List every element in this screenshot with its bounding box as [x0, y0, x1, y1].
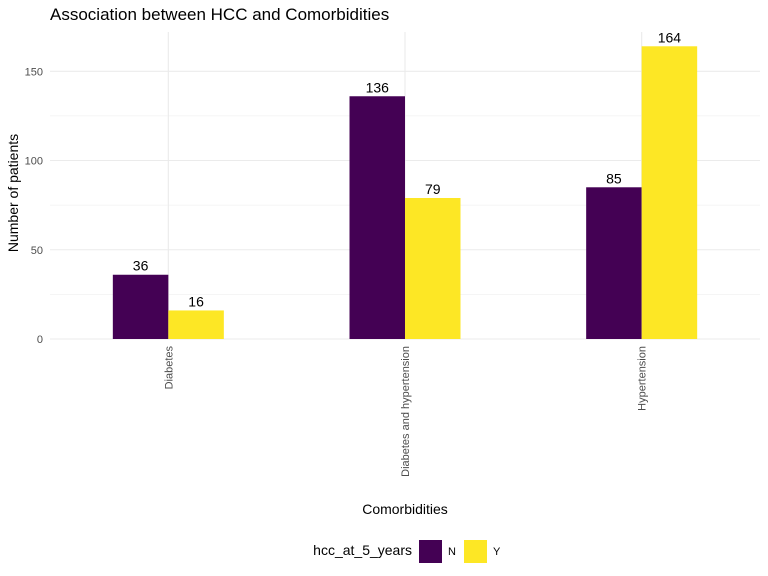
- plot-area: 0 50 100 150 36 136 85 16 79 164 Diabetes Diabetes …: [25, 29, 760, 477]
- legend-title: hcc_at_5_years: [313, 542, 412, 558]
- legend-label: Y: [493, 546, 501, 558]
- y-axis-title: Number of patients: [5, 134, 21, 252]
- bar-N-2: [586, 187, 642, 339]
- x-tick-label: Hypertension: [637, 346, 649, 411]
- bar-Y-1: [405, 197, 461, 339]
- legend-key-N: [419, 540, 442, 563]
- bar-label: 16: [188, 293, 204, 309]
- y-tick-label: 50: [31, 245, 43, 257]
- legend-label: N: [448, 546, 456, 558]
- y-tick-label: 0: [37, 334, 43, 346]
- y-tick-label: 150: [25, 66, 43, 78]
- chart-title: Association between HCC and Comorbiditie…: [50, 5, 389, 24]
- bar-Y-2: [641, 46, 698, 340]
- bar-label: 79: [425, 181, 441, 197]
- bar-label: 136: [366, 79, 390, 95]
- bar-Y-0: [168, 310, 224, 339]
- legend-key-Y: [464, 540, 487, 563]
- y-tick-label: 100: [25, 156, 43, 168]
- x-tick-label: Diabetes and hypertension: [400, 346, 412, 477]
- bar-label: 85: [606, 170, 622, 186]
- bar-N-0: [112, 274, 169, 339]
- x-axis-title: Comorbidities: [362, 501, 448, 517]
- bar-label: 164: [658, 29, 682, 45]
- x-tick-label: Diabetes: [163, 346, 175, 390]
- bar-N-1: [349, 96, 405, 339]
- bar-label: 36: [133, 258, 149, 274]
